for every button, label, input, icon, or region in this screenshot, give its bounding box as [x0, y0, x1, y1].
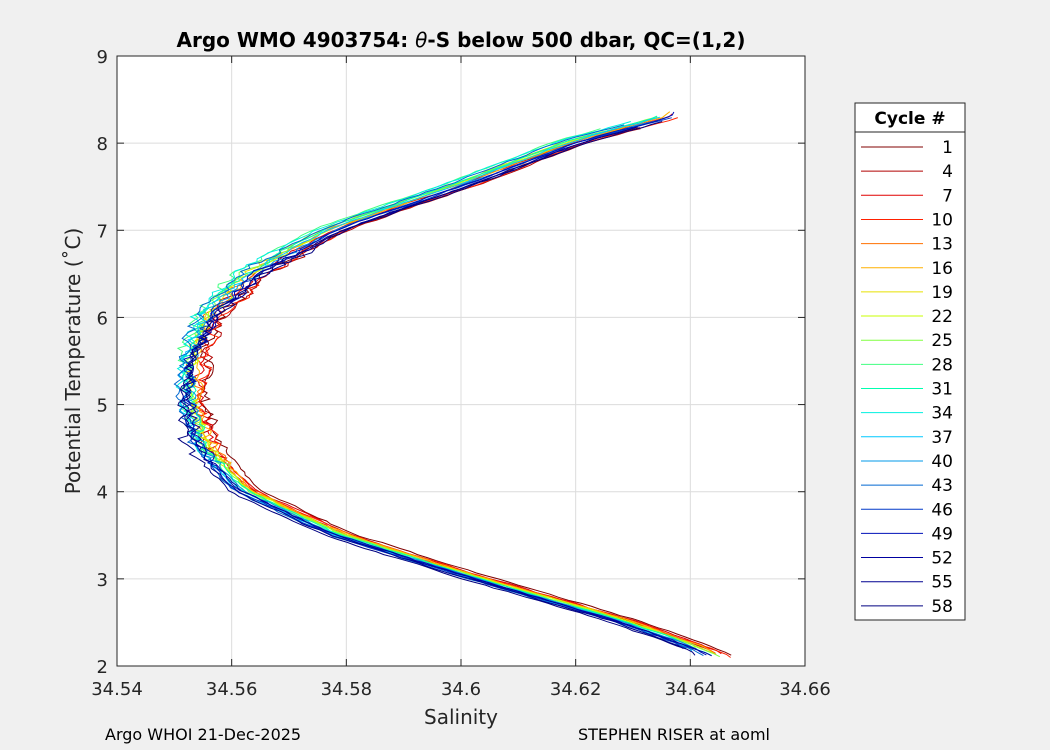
- y-tick-label: 2: [97, 657, 108, 678]
- profile-line-cycle-16: [189, 111, 717, 656]
- y-axis-label: Potential Temperature (˚C): [61, 228, 85, 495]
- legend-label-10: 10: [931, 210, 953, 230]
- legend-label-55: 55: [931, 573, 953, 593]
- legend-label-49: 49: [931, 524, 953, 544]
- x-tick-label: 34.62: [550, 679, 602, 700]
- profile-line-cycle-49: [183, 111, 707, 656]
- y-tick-label: 7: [97, 221, 108, 242]
- legend-label-19: 19: [931, 283, 953, 303]
- legend-label-31: 31: [931, 380, 953, 400]
- legend-label-7: 7: [942, 186, 953, 206]
- legend-label-28: 28: [931, 355, 953, 375]
- title-theta: θ: [415, 28, 427, 52]
- title-suffix: -S below 500 dbar, QC=(1,2): [427, 28, 745, 52]
- legend-label-58: 58: [931, 597, 953, 617]
- legend-label-46: 46: [931, 500, 953, 520]
- y-tick-label: 5: [97, 396, 108, 417]
- legend-label-43: 43: [931, 476, 953, 496]
- y-tick-label: 6: [97, 308, 108, 329]
- x-tick-label: 34.54: [91, 679, 143, 700]
- legend-label-40: 40: [931, 452, 953, 472]
- legend-label-34: 34: [931, 404, 953, 424]
- y-tick-label: 9: [97, 47, 108, 68]
- x-tick-label: 34.6: [441, 679, 481, 700]
- profile-line-cycle-55: [179, 126, 684, 650]
- y-tick-label: 8: [97, 134, 108, 155]
- legend-label-1: 1: [942, 138, 953, 158]
- profile-line-cycle-1: [198, 127, 732, 656]
- title-prefix: Argo WMO 4903754:: [177, 28, 416, 52]
- legend-label-13: 13: [931, 235, 953, 255]
- y-tick-label: 3: [97, 570, 108, 591]
- legend-label-37: 37: [931, 428, 953, 448]
- x-tick-label: 34.58: [321, 679, 373, 700]
- footer-right-text: STEPHEN RISER at aoml: [578, 725, 770, 744]
- legend-label-16: 16: [931, 259, 953, 279]
- legend-items: 1 4 7 10 13 16 19 22 25 28 31 34 37 40 43 46 49 52 55 58: [861, 138, 953, 617]
- legend-label-25: 25: [931, 331, 953, 351]
- x-tick-label: 34.64: [665, 679, 717, 700]
- y-tick-label: 4: [97, 483, 108, 504]
- footer-left-text: Argo WHOI 21-Dec-2025: [105, 725, 302, 744]
- profile-line-cycle-58: [177, 121, 696, 656]
- x-axis-label: Salinity: [424, 705, 498, 729]
- x-tick-label: 34.56: [206, 679, 258, 700]
- chart-title: Argo WMO 4903754: θ-S below 500 dbar, QC…: [177, 28, 746, 52]
- legend-label-52: 52: [931, 549, 953, 569]
- legend-label-22: 22: [931, 307, 953, 327]
- legend: Cycle # 1 4 7 10 13 16 19 22 25 28 31 34 37 40 43 46 49 5…: [854, 102, 966, 621]
- axis-ticks: 34.54 34.56 34.58 34.6 34.62 34.64 34.66 2 3 4 5 6 7…: [91, 47, 831, 700]
- x-tick-label: 34.66: [779, 679, 831, 700]
- legend-label-4: 4: [942, 162, 953, 182]
- legend-title: Cycle #: [874, 109, 945, 129]
- profile-lines: [173, 111, 732, 658]
